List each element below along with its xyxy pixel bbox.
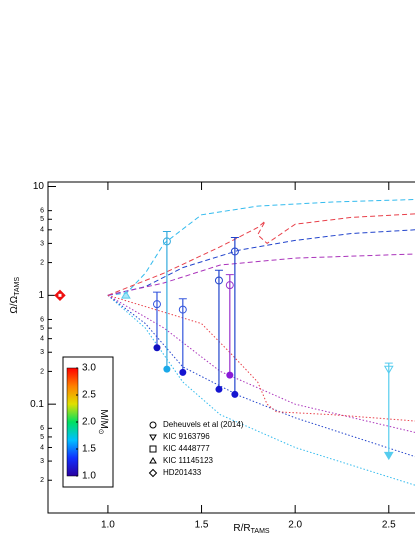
model-track [107,199,415,296]
y-tick-label: 4 [40,335,44,342]
model-track [107,294,415,433]
legend-symbol [149,445,157,453]
x-tick-label: 1.0 [101,520,115,531]
predicted-point [153,344,161,352]
y-tick-label: 3 [40,458,44,465]
predicted-point [231,390,239,398]
observed-point [230,247,239,256]
hd201433-core [58,293,62,297]
legend-label: HD201433 [163,468,202,477]
colorbar-tick-label: 2.5 [82,390,96,401]
colorbar-tick-label: 1.5 [82,444,96,455]
legend-label: KIC 9163796 [163,432,210,441]
y-tick-label: 4 [40,227,44,234]
y-tick-label: 6 [40,207,44,214]
x-label-sub: TAMS [251,528,270,535]
legend-label: Deheuvels et al (2014) [163,420,244,429]
y-tick-label: 3 [40,349,44,356]
y-tick-label: 5 [40,216,44,223]
colorbar-tick-label: 1.0 [82,471,96,482]
plot-area [54,199,415,486]
y-tick-label: 1 [38,290,44,301]
colorbar-label: M/M⊙ [97,409,109,434]
predicted-point [163,365,171,373]
y-axis-label: Ω/ΩTAMS [9,277,21,314]
y-tick-label: 5 [40,434,44,441]
observed-point [162,237,171,246]
model-track [107,294,415,458]
predicted-point [226,371,234,379]
model-track [107,294,415,422]
y-label-main: Ω/Ω [9,295,20,313]
x-tick-label: 2.0 [288,520,302,531]
model-track [107,229,415,296]
kic9163796-lower [383,451,394,461]
y-tick-label: 6 [40,316,44,323]
y-tick-label: 0.1 [30,399,44,410]
x-tick-label: 2.5 [382,520,396,531]
axis-frame [47,181,415,514]
y-tick-label: 4 [40,444,44,451]
model-track [107,294,415,486]
x-axis-label: R/RTAMS [233,523,269,535]
kic9163796-point [383,365,394,375]
y-tick-label: 2 [40,477,44,484]
model-track [107,213,415,296]
y-tick-label: 5 [40,325,44,332]
y-tick-label: 2 [40,259,44,266]
colorbar-tick-label: 3.0 [82,363,96,374]
x-tick-label: 1.5 [195,520,209,531]
observed-point [152,300,161,309]
y-tick-label: 10 [33,181,45,192]
observed-point [225,281,234,290]
y-tick-label: 6 [40,425,44,432]
kic11145123-point [121,290,131,299]
legend-label: KIC 11145123 [163,456,214,465]
legend-symbol [149,434,157,441]
predicted-point [179,368,187,376]
legend-label: KIC 4448777 [163,444,210,453]
observed-point [214,276,223,285]
colorbar-tick-label: 2.0 [82,417,96,428]
legend-symbol [148,468,158,478]
x-label-main: R/R [233,523,250,534]
legend-symbol [149,457,157,464]
legend-symbol [149,421,157,429]
colorbar-label-main: M/M [98,409,109,428]
y-label-sub: TAMS [14,277,21,296]
colorbar-label-sub: ⊙ [97,429,104,435]
predicted-point [215,385,223,393]
y-tick-label: 3 [40,240,44,247]
model-track [107,253,415,296]
observed-point [178,305,187,314]
y-tick-label: 2 [40,368,44,375]
